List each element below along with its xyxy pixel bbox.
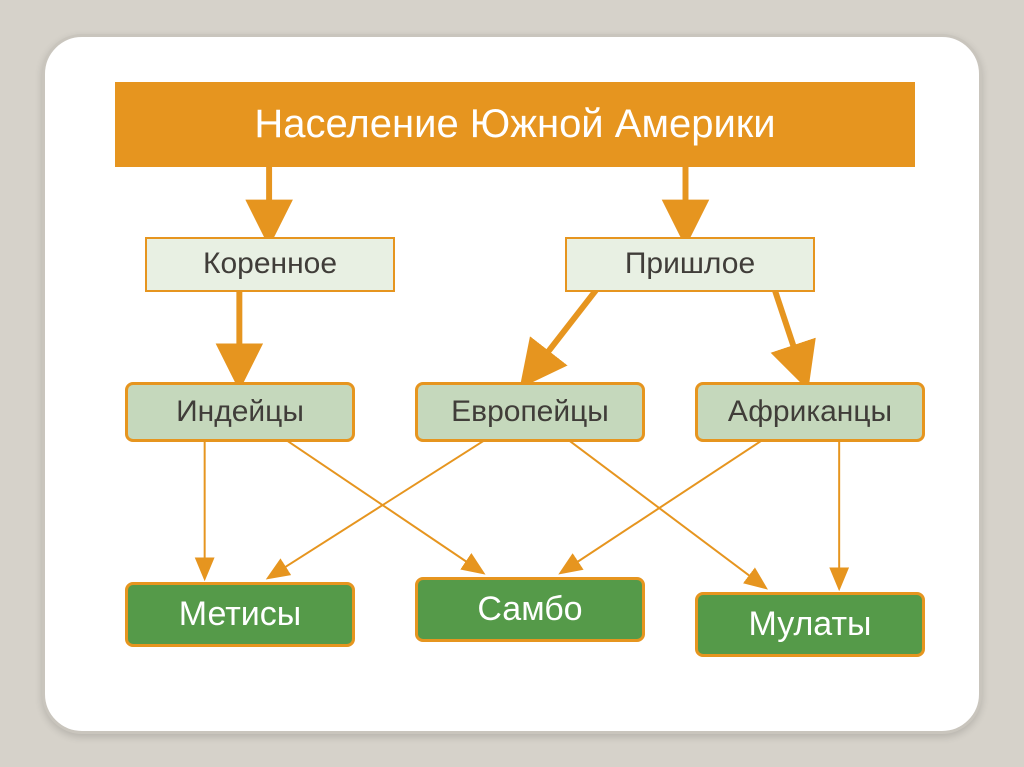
- sambo-label: Самбо: [477, 590, 582, 629]
- mestizos-label: Метисы: [179, 595, 302, 634]
- africans-label: Африканцы: [728, 395, 892, 429]
- title-label: Население Южной Америки: [254, 102, 775, 147]
- node-indians: Индейцы: [125, 382, 355, 442]
- node-mulatto: Мулаты: [695, 592, 925, 657]
- node-africans: Африканцы: [695, 382, 925, 442]
- node-newcomer: Пришлое: [565, 237, 815, 292]
- node-sambo: Самбо: [415, 577, 645, 642]
- diagram-card: Население Южной Америки Коренное Пришлое…: [42, 34, 982, 734]
- mulatto-label: Мулаты: [749, 605, 872, 644]
- indians-label: Индейцы: [176, 395, 304, 429]
- native-label: Коренное: [203, 247, 337, 281]
- node-mestizos: Метисы: [125, 582, 355, 647]
- node-europeans: Европейцы: [415, 382, 645, 442]
- title-node: Население Южной Америки: [115, 82, 915, 167]
- newcomer-label: Пришлое: [625, 247, 755, 281]
- node-native: Коренное: [145, 237, 395, 292]
- europeans-label: Европейцы: [451, 395, 609, 429]
